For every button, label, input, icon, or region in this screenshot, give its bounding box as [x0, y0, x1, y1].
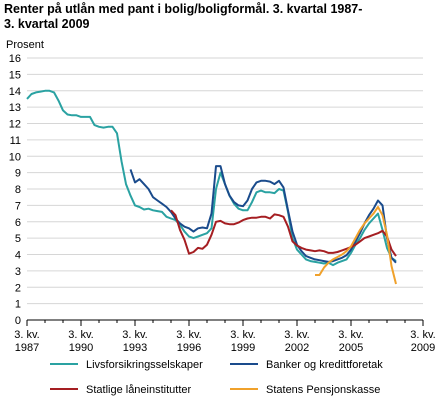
legend-label: Statens Pensjonskasse — [266, 384, 380, 396]
y-tick-label: 14 — [9, 86, 21, 98]
axes — [26, 319, 424, 326]
x-tick-label: 3. kv. — [410, 329, 435, 341]
y-tick-label: 6 — [15, 217, 21, 229]
x-tick-label: 3. kv. — [122, 329, 147, 341]
series-line-4 — [315, 206, 397, 285]
y-tick-label: 1 — [15, 299, 21, 311]
x-tick-label: 3. kv. — [14, 329, 39, 341]
x-tick-label: 1999 — [231, 342, 255, 354]
y-tick-label: 5 — [15, 233, 21, 245]
series-line-1 — [26, 89, 397, 267]
x-tick-label: 3. kv. — [230, 329, 255, 341]
y-tick-label: 13 — [9, 102, 21, 114]
x-tick-label: 3. kv. — [68, 329, 93, 341]
series-lines — [26, 89, 397, 285]
y-tick-label: 11 — [10, 135, 21, 147]
x-tick-label: 1993 — [123, 342, 147, 354]
x-tick-label: 1987 — [15, 342, 39, 354]
y-tick-label: 8 — [15, 184, 21, 196]
y-tick-label: 16 — [9, 53, 21, 65]
x-tick-label: 3. kv. — [284, 329, 309, 341]
series-line-3 — [170, 209, 397, 257]
legend-label: Livsforsikringsselskaper — [86, 359, 203, 371]
y-tick-label: 12 — [9, 119, 21, 131]
y-tick-label: 4 — [15, 250, 21, 262]
x-tick-label: 3. kv. — [176, 329, 201, 341]
x-tick-label: 2002 — [285, 342, 309, 354]
legend-label: Statlige låneinstitutter — [86, 384, 192, 396]
x-tick-label: 2009 — [411, 342, 435, 354]
series-line-2 — [129, 165, 397, 264]
x-tick-label: 3. kv. — [338, 329, 363, 341]
y-tick-label: 15 — [9, 69, 21, 81]
x-tick-label: 1996 — [177, 342, 201, 354]
legend-label: Banker og kredittforetak — [266, 359, 383, 371]
chart-title: Renter på utlån med pant i bolig/boligfo… — [4, 2, 363, 31]
y-tick-label: 9 — [15, 168, 21, 180]
y-tick-label: 3 — [15, 266, 21, 278]
y-tick-label: 7 — [15, 200, 21, 212]
y-tick-label: 10 — [9, 151, 21, 163]
legend: Livsforsikringsselskaper Banker og kredit… — [50, 359, 383, 396]
y-tick-label: 2 — [15, 282, 21, 294]
x-tick-label: 1990 — [69, 342, 93, 354]
y-tick-label: 0 — [15, 315, 21, 327]
y-axis-label: Prosent — [6, 39, 44, 51]
x-tick-label: 2005 — [339, 342, 363, 354]
